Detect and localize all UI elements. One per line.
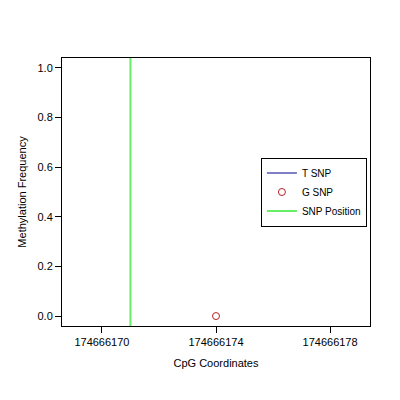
svg-text:174666170: 174666170	[74, 336, 129, 348]
svg-text:0.4: 0.4	[38, 211, 53, 223]
svg-text:SNP Position: SNP Position	[302, 206, 361, 217]
svg-text:G SNP: G SNP	[302, 187, 333, 198]
svg-text:T SNP: T SNP	[302, 168, 332, 179]
svg-text:0.0: 0.0	[38, 310, 53, 322]
svg-text:174666178: 174666178	[303, 336, 358, 348]
svg-text:Methylation Frequency: Methylation Frequency	[16, 136, 28, 248]
svg-text:0.2: 0.2	[38, 260, 53, 272]
svg-text:0.6: 0.6	[38, 161, 53, 173]
svg-text:174666174: 174666174	[188, 336, 243, 348]
svg-text:1.0: 1.0	[38, 62, 53, 74]
svg-text:0.8: 0.8	[38, 111, 53, 123]
svg-text:CpG Coordinates: CpG Coordinates	[174, 357, 259, 369]
